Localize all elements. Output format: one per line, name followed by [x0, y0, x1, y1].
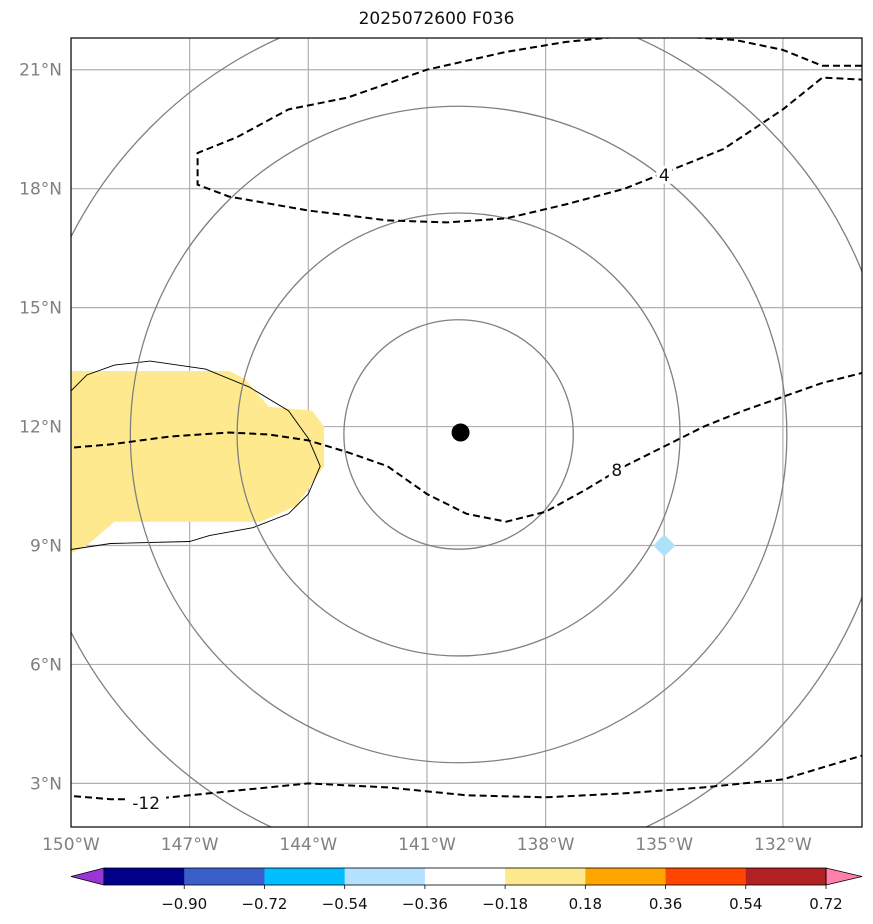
contour-label-bg [656, 165, 673, 184]
colorbar-tick-label: 0.54 [729, 895, 762, 913]
storm-center-dot [451, 423, 470, 442]
colorbar-tick-label: −0.18 [482, 895, 528, 913]
axis-labels: 21°N 18°N 15°N 12°N 9°N 6°N 3°N 150°W 147°W 144°W… [19, 61, 812, 855]
lat-tick-label: 6°N [30, 655, 62, 675]
range-ring [236, 212, 681, 657]
colorbar-segment [585, 868, 667, 885]
lat-tick-label: 3°N [30, 774, 62, 794]
lon-tick-label: 150°W [42, 835, 100, 855]
colorbar-segment [344, 868, 426, 885]
colorbar-tick-label: −0.54 [322, 895, 368, 913]
colorbar-segment [745, 868, 827, 885]
lat-tick-label: 18°N [19, 180, 62, 200]
colorbar-tick-label: 0.72 [809, 895, 842, 913]
shaded-area [71, 371, 325, 554]
lon-tick-label: 138°W [517, 835, 575, 855]
lon-tick-label: 144°W [279, 835, 337, 855]
contour-minus12 [71, 754, 862, 801]
region-outline [71, 360, 321, 550]
lat-tick-label: 15°N [19, 299, 62, 319]
colorbar-segment [505, 868, 586, 885]
colorbar-extend-low [70, 867, 105, 886]
colorbar-tick-label: −0.72 [241, 895, 287, 913]
contour-label: -12 [132, 794, 160, 814]
contour-label: 4 [659, 166, 670, 186]
lat-tick-label: 9°N [30, 536, 62, 556]
map-frame [70, 37, 863, 828]
colorbar-segment [104, 868, 185, 885]
range-ring [343, 319, 574, 550]
lon-tick-label: 132°W [754, 835, 812, 855]
contour-label: 8 [611, 461, 622, 481]
contour-8 [71, 372, 862, 523]
diamond-marker [653, 534, 676, 557]
range-rings [71, 38, 862, 827]
map-markers [451, 423, 676, 557]
colorbar: −0.90 −0.72 −0.54 −0.36 −0.18 0.18 0.36 0.54 0.7… [70, 867, 863, 913]
contour-4 [196, 38, 862, 224]
plot-title: 2025072600 F036 [358, 9, 515, 29]
colorbar-segment [264, 868, 346, 885]
lat-tick-label: 12°N [19, 418, 62, 438]
lat-tick-label: 21°N [19, 61, 62, 81]
lon-tick-label: 147°W [161, 835, 219, 855]
colorbar-extend-high [825, 867, 863, 886]
colorbar-tick-label: −0.90 [161, 895, 207, 913]
colorbar-tick-label: 0.18 [569, 895, 602, 913]
colorbar-frame [103, 867, 827, 886]
colorbar-segment [184, 868, 265, 885]
colorbar-segment [424, 868, 506, 885]
shaded-region [71, 360, 325, 554]
colorbar-tick-label: −0.36 [402, 895, 448, 913]
range-ring [129, 105, 788, 764]
contour-label-bg [608, 461, 625, 480]
contour-label-bg [126, 794, 167, 813]
dashed-contours: 4 8 -12 [71, 38, 862, 814]
lon-tick-label: 141°W [398, 835, 456, 855]
lon-tick-label: 135°W [635, 835, 693, 855]
colorbar-tick-label: 0.36 [649, 895, 682, 913]
colorbar-segment [665, 868, 747, 885]
